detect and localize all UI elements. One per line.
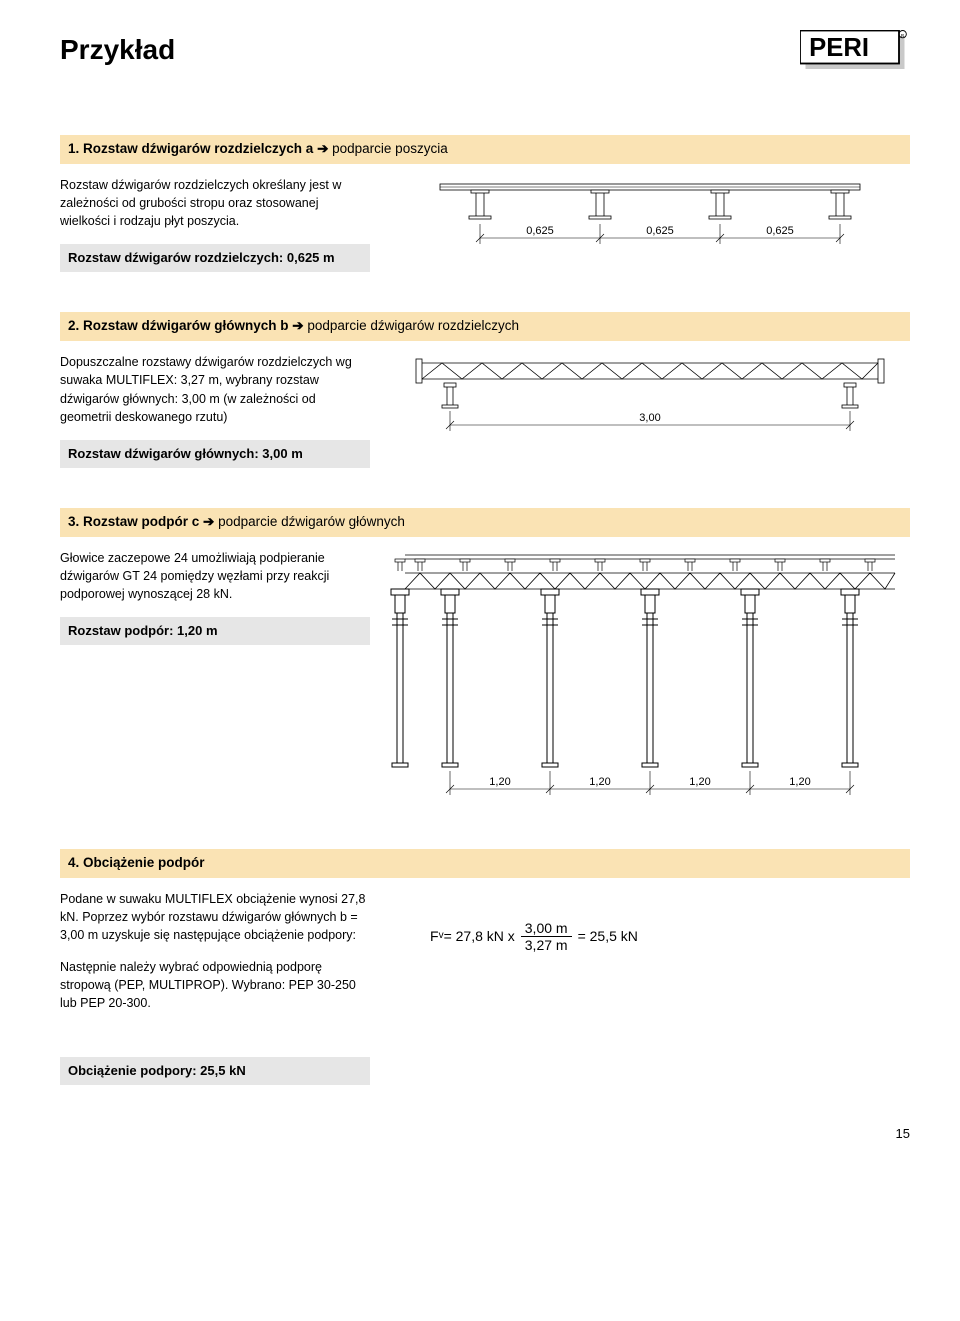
- svg-text:1,20: 1,20: [589, 776, 610, 788]
- section-2: 2. Rozstaw dźwigarów głównych b ➔ podpar…: [60, 312, 910, 468]
- svg-text:PERI: PERI: [809, 34, 869, 62]
- arrow-icon: ➔: [292, 318, 307, 333]
- formula-eq1: = 27,8 kN x: [444, 927, 515, 947]
- section-3-title-bold: 3. Rozstaw podpór c: [68, 514, 199, 529]
- section-2-title-rest: podparcie dźwigarów rozdzielczych: [307, 318, 519, 333]
- section-4: 4. Obciążenie podpór Podane w suwaku MUL…: [60, 849, 910, 1085]
- section-1-header: 1. Rozstaw dźwigarów rozdzielczych a ➔ p…: [60, 135, 910, 164]
- section-2-result: Rozstaw dźwigarów głównych: 3,00 m: [60, 440, 370, 468]
- svg-text:1,20: 1,20: [689, 776, 710, 788]
- svg-text:0,625: 0,625: [646, 225, 674, 237]
- svg-text:1,20: 1,20: [789, 776, 810, 788]
- svg-text:3,00: 3,00: [639, 412, 660, 424]
- section-4-desc2: Następnie należy wybrać odpowiednią podp…: [60, 958, 370, 1012]
- formula-lhs: F: [430, 927, 439, 947]
- section-1-title-rest: podparcie poszycia: [332, 141, 448, 156]
- section-3-header: 3. Rozstaw podpór c ➔ podparcie dźwigaró…: [60, 508, 910, 537]
- section-4-header: 4. Obciążenie podpór: [60, 849, 910, 878]
- arrow-icon: ➔: [203, 514, 218, 529]
- page-number: 15: [896, 1125, 910, 1143]
- section-2-desc: Dopuszczalne rozstawy dźwigarów rozdziel…: [60, 353, 370, 426]
- section-2-header: 2. Rozstaw dźwigarów głównych b ➔ podpar…: [60, 312, 910, 341]
- formula: Fv = 27,8 kN x 3,00 m 3,27 m = 25,5 kN: [430, 920, 910, 953]
- svg-text:0,625: 0,625: [766, 225, 794, 237]
- section-4-title-bold: 4. Obciążenie podpór: [68, 855, 205, 870]
- page-header: Przykład PERI R: [60, 30, 910, 75]
- page-title: Przykład: [60, 30, 175, 69]
- section-1-result: Rozstaw dźwigarów rozdzielczych: 0,625 m: [60, 244, 370, 272]
- section-1-diagram: 0,625 0,625 0,625: [390, 176, 910, 266]
- section-3: 3. Rozstaw podpór c ➔ podparcie dźwigaró…: [60, 508, 910, 809]
- formula-eq2: = 25,5 kN: [578, 927, 638, 947]
- frac-bot: 3,27 m: [521, 937, 572, 953]
- section-1: 1. Rozstaw dźwigarów rozdzielczych a ➔ p…: [60, 135, 910, 272]
- section-3-desc: Głowice zaczepowe 24 umożliwiają podpier…: [60, 549, 370, 603]
- section-3-title-rest: podparcie dźwigarów głównych: [218, 514, 405, 529]
- section-4-formula-area: Fv = 27,8 kN x 3,00 m 3,27 m = 25,5 kN: [390, 890, 910, 953]
- section-3-result: Rozstaw podpór: 1,20 m: [60, 617, 370, 645]
- section-2-diagram: 3,00: [390, 353, 910, 448]
- section-3-diagram: 1,20 1,20 1,20 1,20: [390, 549, 910, 809]
- section-2-title-bold: 2. Rozstaw dźwigarów głównych b: [68, 318, 289, 333]
- frac-top: 3,00 m: [521, 920, 572, 937]
- svg-text:0,625: 0,625: [526, 225, 554, 237]
- section-1-desc: Rozstaw dźwigarów rozdzielczych określan…: [60, 176, 370, 230]
- section-1-title-bold: 1. Rozstaw dźwigarów rozdzielczych a: [68, 141, 313, 156]
- peri-logo: PERI R: [800, 30, 910, 75]
- formula-fraction: 3,00 m 3,27 m: [521, 920, 572, 953]
- arrow-icon: ➔: [317, 141, 332, 156]
- section-4-desc: Podane w suwaku MULTIFLEX obciążenie wyn…: [60, 890, 370, 944]
- svg-text:1,20: 1,20: [489, 776, 510, 788]
- section-4-result: Obciążenie podpory: 25,5 kN: [60, 1057, 370, 1085]
